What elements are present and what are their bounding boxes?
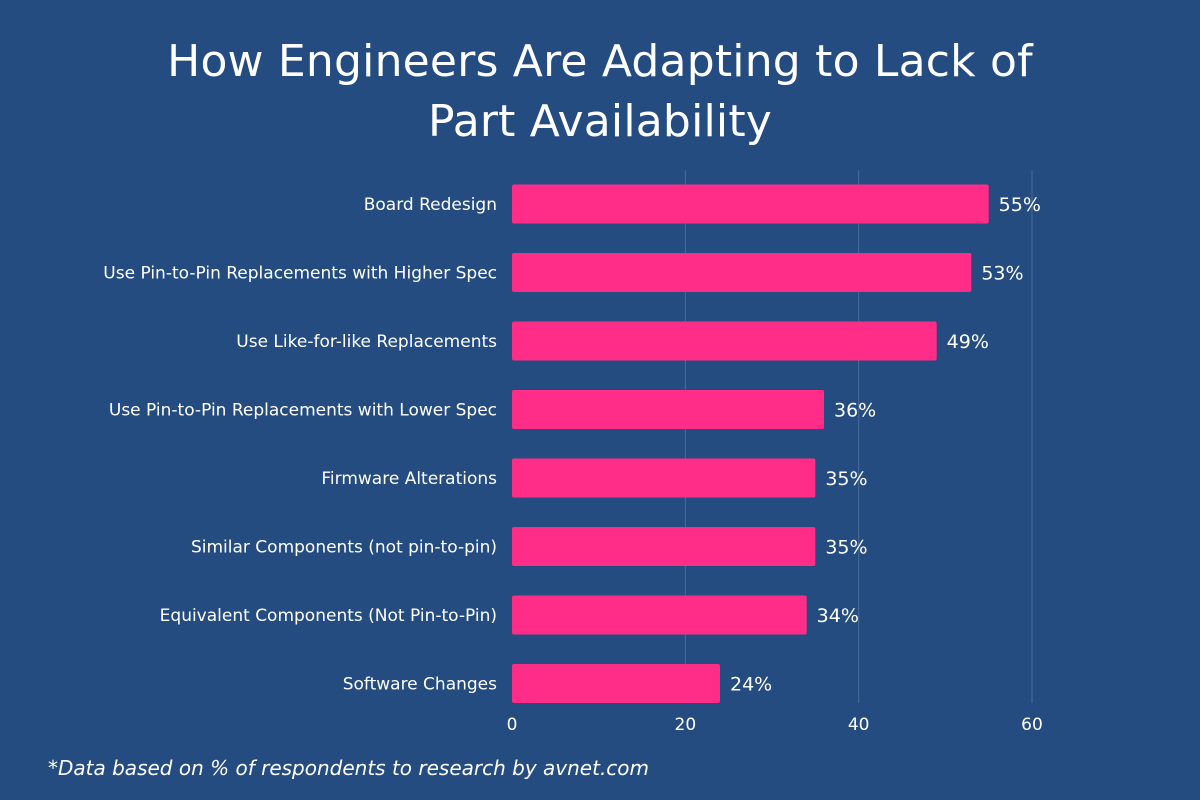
- bar: [512, 595, 807, 635]
- value-label: 36%: [834, 400, 876, 422]
- bar: [512, 321, 937, 361]
- category-label: Software Changes: [343, 675, 497, 695]
- bar: [512, 664, 720, 703]
- value-label: 53%: [981, 263, 1023, 285]
- bar: [512, 527, 816, 566]
- category-label: Firmware Alterations: [321, 469, 497, 489]
- footnote: *Data based on % of respondents to resea…: [48, 756, 650, 780]
- bar: [512, 458, 816, 498]
- x-tick-label: 20: [675, 715, 697, 735]
- category-label: Use Pin-to-Pin Replacements with Lower S…: [109, 401, 497, 421]
- category-label: Equivalent Components (Not Pin-to-Pin): [160, 606, 497, 626]
- category-label: Board Redesign: [364, 195, 497, 215]
- bar: [512, 390, 824, 429]
- value-label: 35%: [825, 468, 867, 490]
- bars: [512, 184, 989, 703]
- value-label: 24%: [730, 674, 772, 696]
- labels: 0 20 40 60 Board Redesign 55% Use Pin-to-Pin R…: [103, 194, 1043, 735]
- bar: [512, 253, 972, 292]
- x-tick-label: 0: [507, 715, 518, 735]
- chart-title: How Engineers Are Adapting to Lack of Pa…: [167, 36, 1033, 147]
- value-label: 49%: [947, 331, 989, 353]
- x-tick-label: 60: [1021, 715, 1043, 735]
- x-tick-label: 40: [848, 715, 870, 735]
- category-label: Use Pin-to-Pin Replacements with Higher …: [103, 264, 497, 284]
- bar: [512, 184, 989, 224]
- value-label: 35%: [825, 537, 867, 559]
- value-label: 55%: [999, 194, 1041, 216]
- category-label: Similar Components (not pin-to-pin): [191, 538, 497, 558]
- value-label: 34%: [817, 605, 859, 627]
- category-label: Use Like-for-like Replacements: [236, 332, 497, 352]
